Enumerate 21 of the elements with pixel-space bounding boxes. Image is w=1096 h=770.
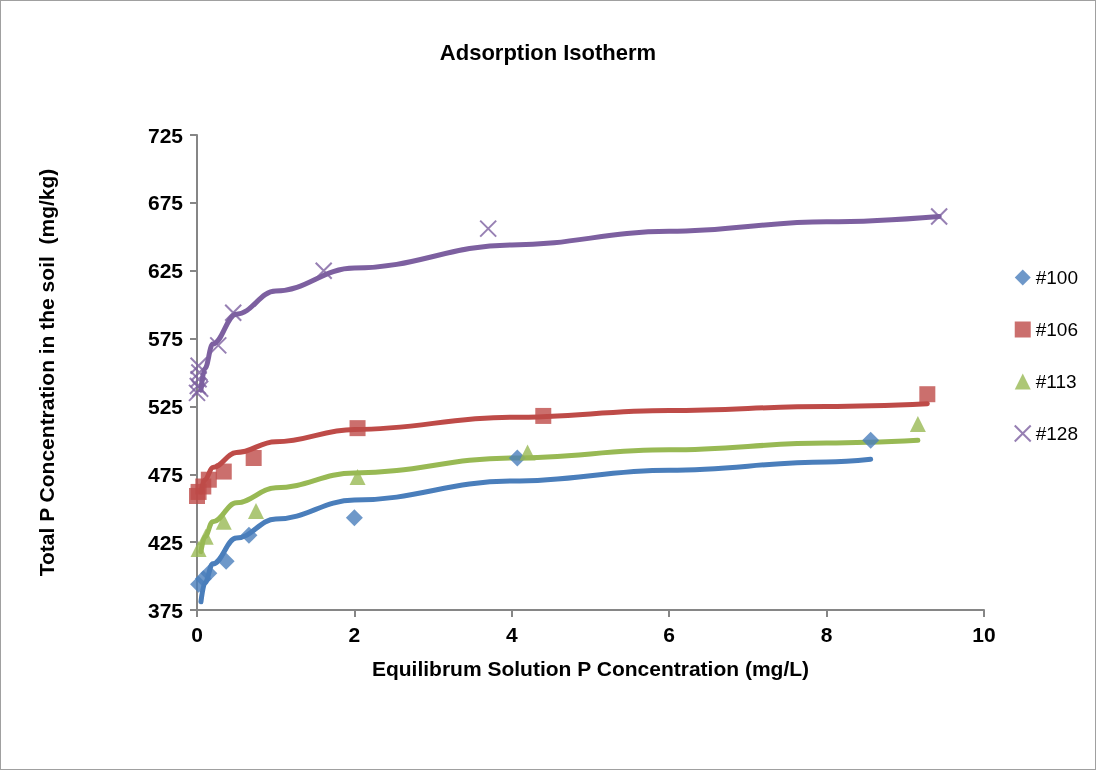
legend-label: #113: [1035, 371, 1077, 392]
x-tick-label: 2: [348, 623, 361, 646]
x-tick-label: 6: [663, 623, 676, 646]
y-tick-label: 525: [147, 394, 184, 418]
y-tick-label: 475: [147, 462, 184, 486]
legend-label: #106: [1035, 319, 1079, 340]
x-tick-label: 0: [191, 623, 203, 646]
y-axis-title: Total P Concentration in the soil (mg/kg): [35, 168, 58, 577]
y-tick-label: 375: [147, 598, 184, 622]
y-tick-label: 425: [147, 530, 184, 554]
y-tick-label: 575: [147, 327, 184, 351]
legend-label: #100: [1035, 267, 1079, 288]
x-tick-label: 4: [505, 623, 518, 646]
y-tick-label: 725: [147, 123, 184, 147]
y-tick-label: 675: [147, 191, 184, 215]
legend-label: #128: [1035, 423, 1079, 444]
x-tick-label: 8: [820, 623, 833, 646]
chart-title: Adsorption Isotherm: [439, 39, 657, 65]
x-tick-label: 10: [972, 623, 996, 646]
y-tick-label: 625: [147, 259, 184, 283]
x-axis-title: Equilibrum Solution P Concentration (mg/L): [371, 657, 810, 680]
